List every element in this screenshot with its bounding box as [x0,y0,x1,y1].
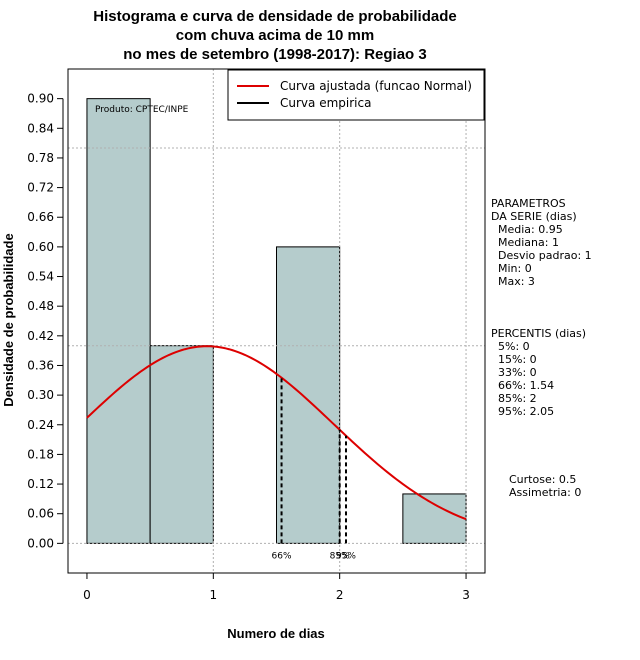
normal-curve-layer [86,345,467,521]
x-tick-label-3: 3 [462,588,470,602]
product-annotation: Produto: CPTEC/INPE [95,105,189,115]
y-tick-label-9: 0.54 [27,270,54,284]
y-tick-label-11: 0.66 [27,210,54,224]
histogram-bar-0 [86,98,151,544]
chart-title: Histograma e curva de densidade de proba… [93,8,456,63]
x-tick-label-0: 0 [83,588,91,602]
chart-title-line-2: com chuva acima de 10 mm [176,27,374,44]
legend: Curva ajustada (funcao Normal) Curva empi… [227,69,485,121]
percentis-line-3: 33%: 0 [491,366,537,379]
y-tick-label-13: 0.78 [27,151,54,165]
x-tick-label-2: 2 [336,588,344,602]
grid-lines [68,69,485,573]
y-tick-label-5: 0.30 [27,388,54,402]
histogram-bar-3 [276,246,341,544]
histogram-bars [86,98,467,544]
y-axis: 0.00 0.06 0.12 0.18 0.24 0.30 0.36 0.42 0.48 0.54… [27,92,64,550]
chart-title-line-1: Histograma e curva de densidade de proba… [93,8,456,25]
legend-label-0: Curva ajustada (funcao Normal) [280,79,472,93]
histogram-bar-5 [402,493,467,544]
y-tick-label-2: 0.12 [27,477,54,491]
percentis-line-6: 95%: 2.05 [491,405,554,418]
parametros-line-6: Max: 3 [491,275,535,288]
percentile-markers: 66% 85%95% [272,377,356,561]
y-tick-label-0: 0.00 [27,536,54,550]
shape-line-1: Assimetria: 0 [509,486,581,499]
parametros-line-2: Media: 0.95 [491,223,563,236]
shape-line-0: Curtose: 0.5 [509,473,576,486]
parametros-line-4: Desvio padrao: 1 [491,249,592,262]
y-tick-label-6: 0.36 [27,358,54,372]
percentis-line-0: PERCENTIS (dias) [491,327,586,340]
y-tick-label-15: 0.90 [27,92,54,106]
percentis-line-2: 15%: 0 [491,353,537,366]
histogram-bar-1 [149,345,214,544]
percentile-marker-label-1: 85% [330,551,350,561]
parametros-line-5: Min: 0 [491,262,532,275]
y-tick-label-7: 0.42 [27,329,54,343]
percentis-line-5: 85%: 2 [491,392,537,405]
y-tick-label-8: 0.48 [27,299,54,313]
x-tick-label-1: 1 [209,588,217,602]
y-tick-label-1: 0.06 [27,507,54,521]
y-tick-label-14: 0.84 [27,121,54,135]
parametros-line-3: Mediana: 1 [491,236,559,249]
legend-label-1: Curva empirica [280,96,371,110]
x-axis-label: Numero de dias [227,626,325,641]
percentile-marker-label-0: 66% [272,551,292,561]
normal-curve [86,345,467,521]
y-tick-label-3: 0.18 [27,447,54,461]
percentile-marker-label-2: 95% [336,551,356,561]
y-tick-label-12: 0.72 [27,181,54,195]
legend-box [227,69,485,121]
y-tick-label-4: 0.24 [27,418,54,432]
chart-title-line-3: no mes de setembro (1998-2017): Regiao 3 [123,46,426,63]
parametros-line-0: PARAMETROS [491,197,566,210]
y-tick-label-10: 0.60 [27,240,54,254]
percentis-line-4: 66%: 1.54 [491,379,554,392]
x-axis: 0 1 2 3 [83,572,470,602]
percentis-line-1: 5%: 0 [491,340,530,353]
parametros-line-1: DA SERIE (dias) [491,210,577,223]
y-axis-label: Densidade de probabilidade [1,233,16,406]
